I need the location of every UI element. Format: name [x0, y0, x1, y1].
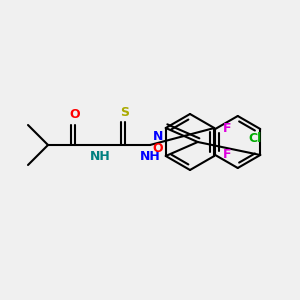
Text: Cl: Cl — [249, 133, 262, 146]
Text: NH: NH — [140, 151, 160, 164]
Text: F: F — [223, 122, 232, 136]
Text: NH: NH — [90, 151, 110, 164]
Text: O: O — [70, 109, 80, 122]
Text: O: O — [152, 142, 163, 154]
Text: S: S — [121, 106, 130, 118]
Text: N: N — [153, 130, 163, 142]
Text: F: F — [223, 148, 232, 161]
